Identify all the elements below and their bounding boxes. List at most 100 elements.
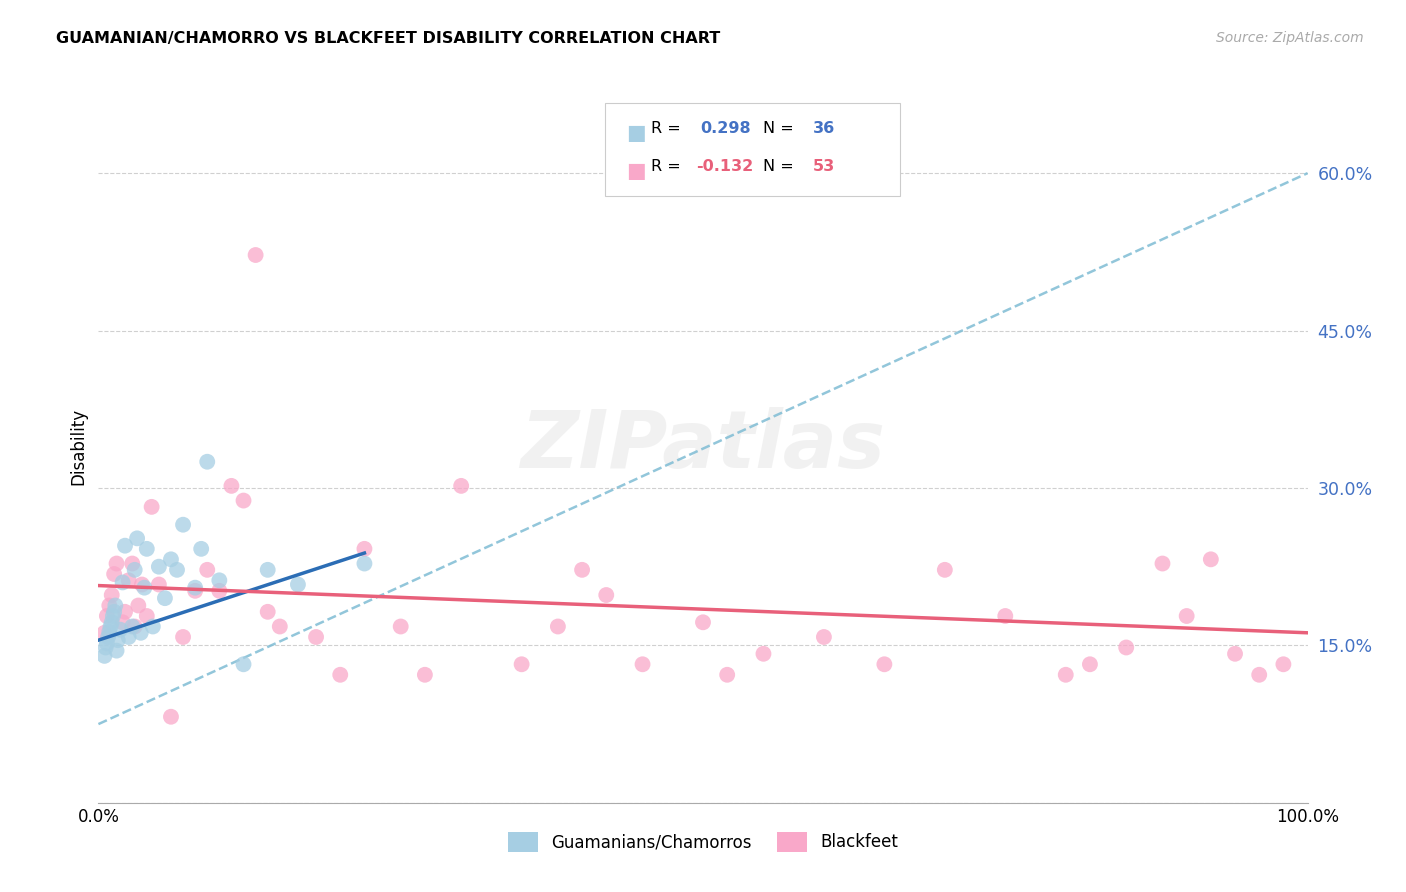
Point bbox=[107, 633, 129, 648]
Point bbox=[135, 609, 157, 624]
Point bbox=[118, 630, 141, 644]
Text: GUAMANIAN/CHAMORRO VS BLACKFEET DISABILITY CORRELATION CHART: GUAMANIAN/CHAMORRO VS BLACKFEET DISABILI… bbox=[56, 31, 720, 46]
Point bbox=[1223, 647, 1246, 661]
Point bbox=[752, 647, 775, 661]
Point bbox=[124, 563, 146, 577]
Point bbox=[93, 625, 115, 640]
Point bbox=[142, 619, 165, 633]
Point bbox=[1152, 557, 1174, 571]
Point bbox=[184, 581, 207, 595]
Point bbox=[172, 630, 194, 644]
Point bbox=[1249, 667, 1271, 681]
Point bbox=[813, 630, 835, 644]
Point bbox=[389, 619, 412, 633]
Point bbox=[692, 615, 714, 630]
Point bbox=[135, 541, 157, 556]
Point bbox=[97, 630, 120, 644]
Point bbox=[101, 609, 124, 624]
Point bbox=[172, 517, 194, 532]
Point bbox=[221, 479, 243, 493]
Text: R =: R = bbox=[651, 159, 686, 174]
Point bbox=[873, 657, 896, 672]
Point bbox=[413, 667, 436, 681]
Point bbox=[208, 583, 231, 598]
Point bbox=[108, 623, 131, 637]
Point bbox=[256, 563, 278, 577]
Point bbox=[100, 588, 122, 602]
Point bbox=[96, 609, 118, 624]
Point bbox=[353, 557, 375, 571]
Point bbox=[1054, 667, 1077, 681]
Text: -0.132: -0.132 bbox=[696, 159, 754, 174]
Point bbox=[100, 619, 122, 633]
Point bbox=[160, 710, 183, 724]
Text: 53: 53 bbox=[813, 159, 835, 174]
Y-axis label: Disability: Disability bbox=[69, 408, 87, 484]
Point bbox=[131, 577, 153, 591]
Point bbox=[571, 563, 593, 577]
Text: 0.298: 0.298 bbox=[700, 121, 751, 136]
Point bbox=[195, 563, 218, 577]
Point bbox=[105, 557, 128, 571]
Point bbox=[1078, 657, 1101, 672]
Point bbox=[450, 479, 472, 493]
Point bbox=[305, 630, 328, 644]
Point bbox=[1199, 552, 1222, 566]
Point bbox=[114, 605, 136, 619]
Point bbox=[1175, 609, 1198, 624]
Text: ZIPatlas: ZIPatlas bbox=[520, 407, 886, 485]
Point bbox=[190, 541, 212, 556]
Point bbox=[287, 577, 309, 591]
Point bbox=[160, 552, 183, 566]
Point bbox=[96, 636, 118, 650]
Point bbox=[595, 588, 617, 602]
Point bbox=[232, 493, 254, 508]
Point bbox=[329, 667, 352, 681]
Point bbox=[232, 657, 254, 672]
Point bbox=[124, 619, 146, 633]
Point bbox=[510, 657, 533, 672]
Point bbox=[631, 657, 654, 672]
Text: N =: N = bbox=[763, 121, 800, 136]
Point bbox=[127, 532, 149, 546]
Point bbox=[256, 605, 278, 619]
Point bbox=[118, 574, 141, 588]
Point bbox=[93, 648, 115, 663]
Point bbox=[269, 619, 291, 633]
Point bbox=[547, 619, 569, 633]
Point bbox=[1272, 657, 1295, 672]
Text: 36: 36 bbox=[813, 121, 835, 136]
Point bbox=[111, 575, 134, 590]
Point bbox=[103, 605, 125, 619]
Point bbox=[195, 455, 218, 469]
Text: N =: N = bbox=[763, 159, 800, 174]
Point bbox=[134, 581, 156, 595]
Point bbox=[353, 541, 375, 556]
Text: ■: ■ bbox=[626, 123, 645, 143]
Point bbox=[127, 599, 149, 613]
Point bbox=[121, 619, 143, 633]
Point bbox=[148, 559, 170, 574]
Point bbox=[100, 615, 122, 630]
Text: Source: ZipAtlas.com: Source: ZipAtlas.com bbox=[1216, 31, 1364, 45]
Point bbox=[245, 248, 267, 262]
Point bbox=[208, 574, 231, 588]
Point bbox=[153, 591, 176, 606]
Point bbox=[104, 599, 127, 613]
Text: R =: R = bbox=[651, 121, 686, 136]
Point bbox=[105, 643, 128, 657]
Point bbox=[111, 615, 134, 630]
Point bbox=[98, 624, 121, 639]
Point bbox=[141, 500, 163, 514]
Point bbox=[184, 583, 207, 598]
Point bbox=[114, 539, 136, 553]
Text: ■: ■ bbox=[626, 161, 645, 180]
Point bbox=[166, 563, 188, 577]
Legend: Guamanians/Chamorros, Blackfeet: Guamanians/Chamorros, Blackfeet bbox=[502, 825, 904, 859]
Point bbox=[103, 567, 125, 582]
Point bbox=[716, 667, 738, 681]
Point bbox=[1115, 640, 1137, 655]
Point bbox=[121, 557, 143, 571]
Point bbox=[994, 609, 1017, 624]
Point bbox=[148, 577, 170, 591]
